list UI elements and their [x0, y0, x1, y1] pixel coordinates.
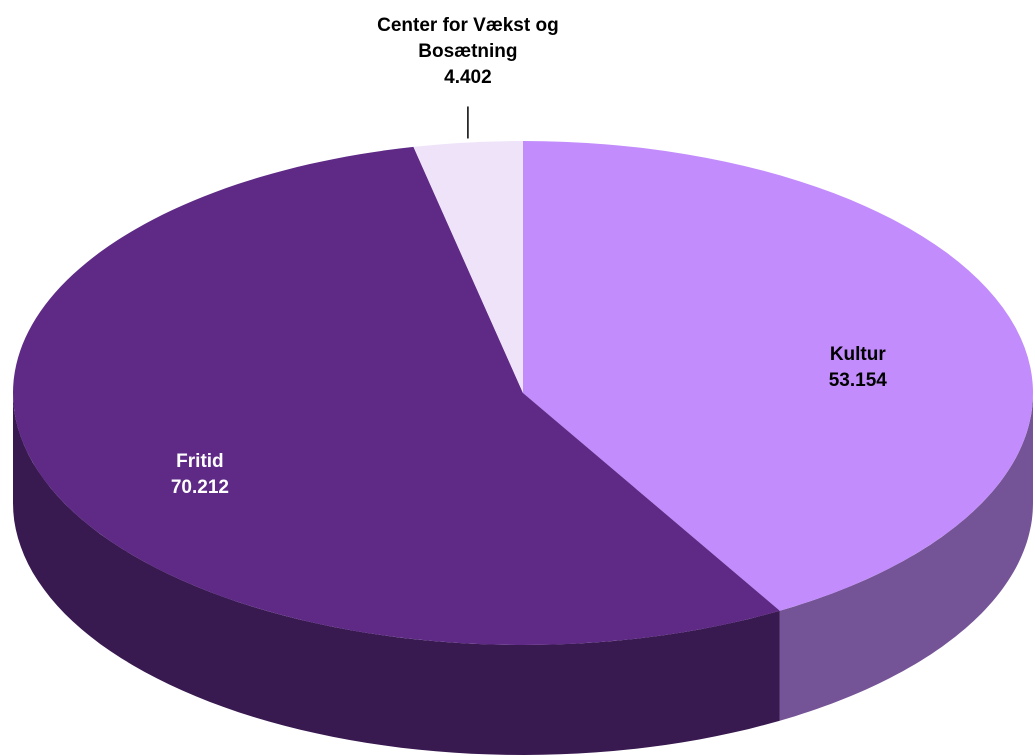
slice — [13, 146, 780, 645]
category-label: Center for Vækst og Bosætning — [377, 15, 559, 63]
value-label: 70.212 — [170, 477, 229, 499]
data-label: Fritid 70.212 — [171, 449, 229, 501]
category-label: Fritid — [176, 451, 224, 473]
slice-wall — [13, 393, 780, 755]
slice — [413, 141, 523, 393]
data-label: Kultur 53.154 — [829, 342, 887, 394]
data-label: Center for Vækst og Bosætning 4.402 — [338, 13, 598, 91]
category-label: Kultur — [829, 344, 886, 366]
value-label: 53.154 — [828, 370, 887, 392]
slice — [523, 141, 1034, 611]
slice-wall — [779, 393, 1033, 721]
value-label: 4.402 — [444, 67, 492, 89]
